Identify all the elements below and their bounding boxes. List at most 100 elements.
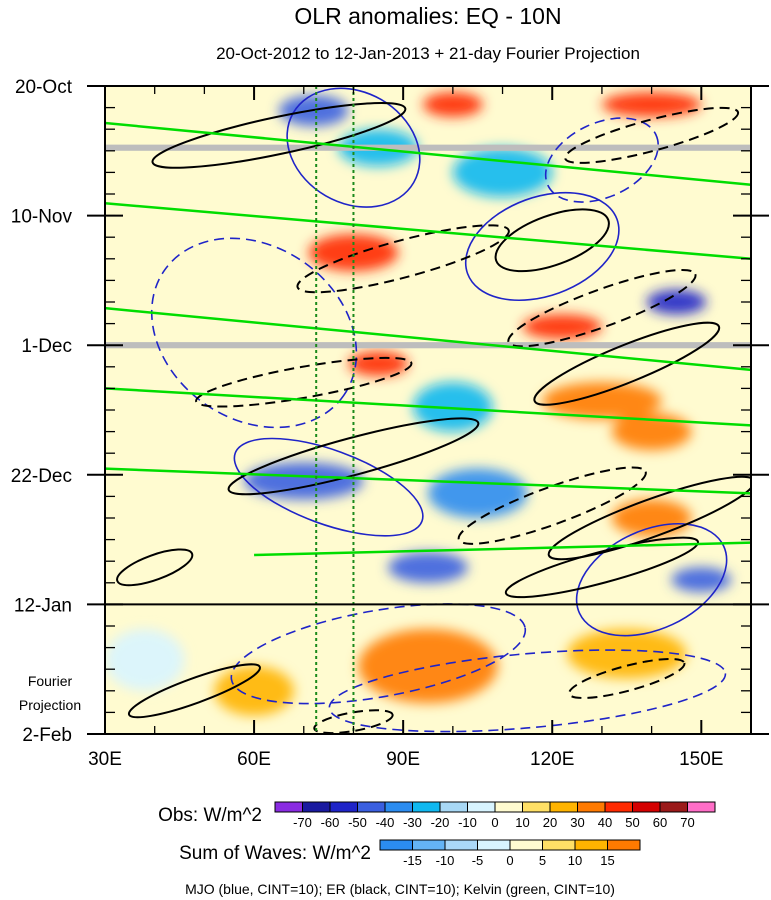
anomaly-blob-10 xyxy=(542,382,662,420)
colorbar-level-label: 0 xyxy=(506,853,513,868)
mjo-contour-4 xyxy=(150,237,358,429)
colorbar-level-label: 30 xyxy=(570,815,584,830)
anomaly-blob-16 xyxy=(671,567,732,593)
anomaly-blob-13 xyxy=(428,468,528,518)
anomaly-field xyxy=(105,92,732,716)
colorbar-swatch-3 xyxy=(477,839,511,851)
er-contour-20 xyxy=(457,466,647,545)
colorbar-level-label: 20 xyxy=(543,815,557,830)
er-contour-9 xyxy=(494,208,610,273)
kelvin-contour-2 xyxy=(105,306,751,372)
er-contour-22 xyxy=(313,709,394,734)
colorbar-swatch-1 xyxy=(302,801,331,813)
x-tick-label: 150E xyxy=(679,749,723,770)
anomaly-blob-18 xyxy=(567,629,687,679)
er-contour-21 xyxy=(568,657,686,699)
colorbar-level-label: 10 xyxy=(568,853,582,868)
chart-subtitle: 20-Oct-2012 to 12-Jan-2013 + 21-day Four… xyxy=(216,44,640,63)
colorbar-swatch-10 xyxy=(549,801,578,813)
missing-data xyxy=(105,144,751,349)
anomaly-blob-7 xyxy=(522,314,602,340)
colorbar-swatch-1 xyxy=(412,839,446,851)
colorbar-level-label: 70 xyxy=(680,815,694,830)
colorbar-level-label: 60 xyxy=(653,815,667,830)
x-axis: 30E 60E 90E 120E 150E xyxy=(88,86,752,770)
obs-colorbar: -70 -60 -50 -40 -30 -20 -10 0 10 20 30 40 50 60 70 xyxy=(274,801,716,830)
projection-label-line1: Fourier xyxy=(28,673,73,689)
colorbar-level-label: -60 xyxy=(321,815,340,830)
colorbar-level-label: -50 xyxy=(348,815,367,830)
colorbar-swatch-14 xyxy=(659,801,688,813)
anomaly-blob-12 xyxy=(244,462,364,500)
x-tick-label: 120E xyxy=(530,749,574,770)
anomaly-blob-19 xyxy=(214,666,294,716)
chart-title: OLR anomalies: EQ - 10N xyxy=(294,3,561,29)
er-contour-15 xyxy=(116,548,194,587)
colorbar-swatch-9 xyxy=(522,801,551,813)
er-contour-18 xyxy=(507,268,697,348)
kelvin-contour-0 xyxy=(105,121,751,186)
mjo-contour-6 xyxy=(230,603,527,705)
colorbar-swatch-4 xyxy=(509,839,543,851)
er-contour-19 xyxy=(195,356,413,408)
colorbar-level-label: -40 xyxy=(376,815,395,830)
waves-colorbar-label: Sum of Waves: W/m^2 xyxy=(179,843,371,864)
colorbar-level-label: 0 xyxy=(491,815,498,830)
colorbar-swatch-6 xyxy=(574,839,608,851)
y-tick-label: 22-Dec xyxy=(11,466,72,487)
colorbar-level-label: 40 xyxy=(598,815,612,830)
colorbar-swatch-13 xyxy=(632,801,661,813)
er-contour-10 xyxy=(533,321,721,406)
missing-row-1 xyxy=(105,342,751,349)
kelvin-contour-5 xyxy=(254,541,751,557)
anomaly-blob-5 xyxy=(308,234,399,272)
colorbar-level-label: -30 xyxy=(403,815,422,830)
colorbar-swatch-7 xyxy=(467,801,496,813)
er-contour-8 xyxy=(151,101,407,169)
y-axis: 20-Oct 10-Nov 1-Dec 22-Dec 12-Jan 2-Feb xyxy=(11,77,769,746)
colorbar-swatch-5 xyxy=(542,839,576,851)
colorbar-swatch-5 xyxy=(412,801,441,813)
mjo-contour-1 xyxy=(464,191,620,302)
x-tick-label: 90E xyxy=(386,749,420,770)
anomaly-blob-4 xyxy=(452,147,553,198)
mjo-contour-7 xyxy=(328,649,727,733)
x-tick-label: 60E xyxy=(237,749,271,770)
wave-contours xyxy=(116,87,751,734)
colorbar-level-label: 5 xyxy=(539,853,546,868)
colorbar-swatch-11 xyxy=(577,801,606,813)
waves-colorbar: -15 -10 -5 0 5 10 15 xyxy=(379,839,641,868)
reference-lines xyxy=(315,86,355,734)
anomaly-blob-15 xyxy=(611,499,692,537)
colorbar-level-label: -20 xyxy=(431,815,450,830)
er-contour-12 xyxy=(547,475,751,561)
colorbar-level-label: 50 xyxy=(625,815,639,830)
colorbar-swatch-2 xyxy=(329,801,358,813)
anomaly-blob-8 xyxy=(348,351,409,377)
x-tick-label: 30E xyxy=(88,749,122,770)
colorbar-swatch-0 xyxy=(379,839,413,851)
er-contour-16 xyxy=(296,224,510,294)
colorbar-level-label: -70 xyxy=(293,815,312,830)
missing-row-0 xyxy=(105,144,751,151)
anomaly-blob-17 xyxy=(358,629,498,704)
colorbar-level-label: 10 xyxy=(515,815,529,830)
er-contour-11 xyxy=(227,417,480,496)
colorbar-level-label: -15 xyxy=(403,853,422,868)
anomaly-blob-20 xyxy=(105,629,185,691)
colorbar-level-label: -5 xyxy=(472,853,484,868)
y-tick-label: 12-Jan xyxy=(14,595,72,616)
kelvin-contours xyxy=(105,121,751,557)
colorbar-swatch-3 xyxy=(357,801,386,813)
y-tick-label: 1-Dec xyxy=(21,336,72,357)
kelvin-contour-3 xyxy=(105,387,751,427)
colorbar-level-label: -10 xyxy=(436,853,455,868)
colorbar-swatch-12 xyxy=(604,801,633,813)
mjo-contour-5 xyxy=(544,117,659,203)
colorbar-level-label: -10 xyxy=(458,815,477,830)
colorbar-swatch-7 xyxy=(607,839,641,851)
mjo-contour-2 xyxy=(233,437,424,537)
mjo-contour-3 xyxy=(575,522,728,637)
colorbar-swatch-8 xyxy=(494,801,523,813)
kelvin-contour-4 xyxy=(105,467,751,495)
